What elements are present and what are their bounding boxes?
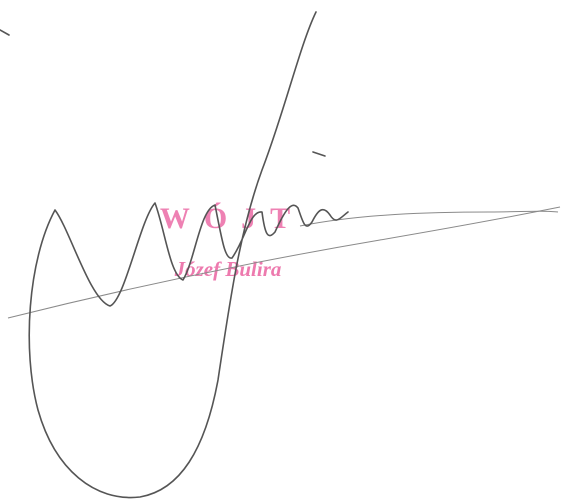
ink-dash xyxy=(0,29,10,36)
signature-stroke xyxy=(7,206,561,319)
stamp-title: WÓJT xyxy=(160,202,304,235)
signature-stroke xyxy=(28,11,349,499)
signature-stroke xyxy=(299,210,559,227)
ink-dash xyxy=(312,151,326,157)
